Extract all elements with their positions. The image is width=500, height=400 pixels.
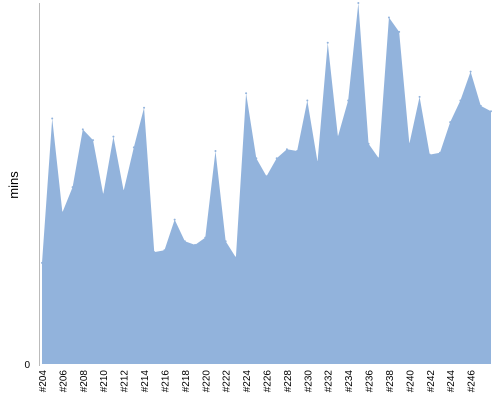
data-point-#238	[387, 16, 390, 19]
data-point-#206	[61, 211, 64, 214]
x-tick-label: #234	[344, 370, 355, 393]
data-point-#211	[112, 135, 115, 138]
data-point-#245	[459, 99, 462, 102]
x-tick-label: #222	[222, 370, 233, 393]
data-point-#226	[265, 175, 268, 178]
data-point-#223	[234, 256, 237, 259]
data-point-#232	[326, 41, 329, 44]
data-point-#216	[163, 249, 166, 252]
x-tick-label: #212	[120, 370, 131, 393]
x-tick-label: #224	[242, 370, 253, 393]
data-point-#213	[132, 146, 135, 149]
data-point-#230	[306, 99, 309, 102]
data-point-#228	[285, 148, 288, 151]
x-tick-label: #240	[405, 370, 416, 393]
data-point-#243	[438, 151, 441, 154]
data-point-#214	[143, 106, 146, 109]
x-tick-label: #230	[303, 370, 314, 393]
data-point-#207	[71, 186, 74, 189]
data-point-#224	[245, 92, 248, 95]
x-tick-label: #242	[426, 370, 437, 393]
data-point-#225	[255, 157, 258, 160]
data-point-#233	[336, 135, 339, 138]
data-point-#221	[214, 150, 217, 153]
data-point-#209	[92, 139, 95, 142]
data-point-#208	[81, 128, 84, 131]
x-tick-label: #228	[283, 370, 294, 393]
x-tick-labels: #204 #206 #208 #210 #212 #214 #216 #218 #220 #222…	[38, 370, 478, 393]
data-point-#239	[398, 30, 401, 33]
x-tick-label: #236	[365, 370, 376, 393]
data-point-#237	[377, 157, 380, 160]
data-point-#219	[194, 243, 197, 246]
data-point-#205	[51, 117, 54, 120]
data-point-#248	[490, 110, 492, 113]
x-tick-label: #244	[446, 370, 457, 393]
x-tick-label: #220	[201, 370, 212, 393]
x-tick-label: #226	[263, 370, 274, 393]
x-tick-label: #214	[140, 370, 151, 393]
data-point-#220	[204, 236, 207, 239]
x-tick-label: #216	[160, 370, 171, 393]
data-point-#241	[418, 95, 421, 98]
x-tick-label: #208	[79, 370, 90, 393]
data-point-#217	[173, 218, 176, 221]
data-point-#240	[408, 142, 411, 145]
y-tick-label-0: 0	[24, 360, 30, 371]
x-tick-label: #246	[467, 370, 478, 393]
data-point-#218	[183, 240, 186, 243]
data-point-#229	[296, 150, 299, 153]
area-series	[42, 3, 491, 364]
data-point-#210	[102, 193, 105, 196]
data-point-#215	[153, 251, 156, 254]
data-point-#244	[449, 121, 452, 124]
plot-area	[41, 2, 492, 364]
data-point-#246	[469, 70, 472, 73]
data-point-#234	[347, 99, 350, 102]
x-tick-label: #218	[181, 370, 192, 393]
data-point-#212	[122, 189, 125, 192]
x-tick-label: #204	[38, 370, 49, 393]
y-axis-label: mins	[6, 171, 21, 199]
data-point-#222	[224, 240, 227, 243]
data-point-#236	[367, 142, 370, 145]
x-tick-label: #206	[58, 370, 69, 393]
data-point-#247	[479, 104, 482, 107]
data-point-#235	[357, 2, 360, 4]
x-tick-label: #210	[99, 370, 110, 393]
data-point-#231	[316, 160, 319, 163]
data-point-#204	[41, 261, 43, 264]
data-point-#242	[428, 153, 431, 156]
data-point-#227	[275, 157, 278, 160]
x-tick-label: #232	[324, 370, 335, 393]
x-tick-label: #238	[385, 370, 396, 393]
